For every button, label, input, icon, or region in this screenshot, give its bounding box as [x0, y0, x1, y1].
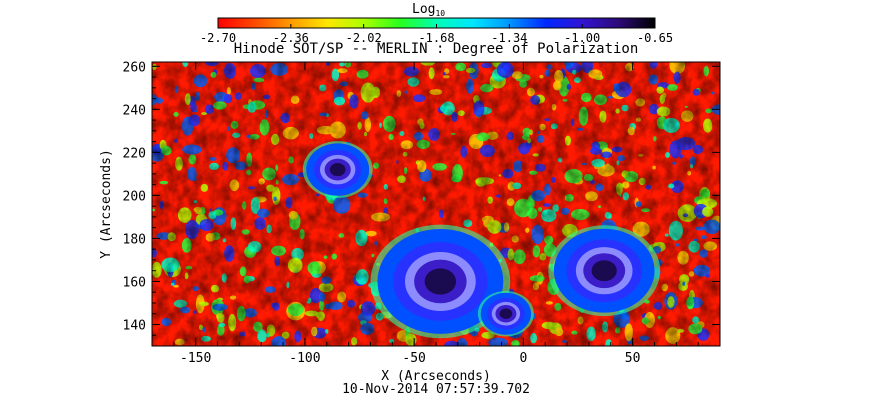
colorbar-tick-label: -1.00 [564, 31, 600, 45]
feature-ring [591, 260, 617, 282]
colorbar-tick-label: -2.36 [273, 31, 309, 45]
sunspot-west-umbra [548, 225, 661, 317]
y-tick-label: 160 [123, 275, 146, 290]
y-tick-label: 220 [123, 146, 146, 161]
feature-ring [499, 308, 513, 319]
y-tick-label: 260 [123, 60, 146, 75]
colorbar-label: Log10 [412, 2, 445, 18]
timestamp: 10-Nov-2014 07:57:39.702 [342, 382, 530, 397]
feature-ring [329, 163, 346, 177]
y-tick-label: 240 [123, 103, 146, 118]
chart-title: Hinode SOT/SP -- MERLIN : Degree of Pola… [234, 41, 639, 57]
colorbar-tick-label: -1.34 [491, 31, 527, 45]
y-axis-label: Y (Arcseconds) [99, 149, 114, 259]
y-tick-label: 140 [123, 318, 146, 333]
x-tick-label: -150 [180, 351, 211, 366]
x-tick-label: 0 [519, 351, 527, 366]
map-features [302, 141, 661, 339]
feature-ring [424, 268, 457, 295]
colorbar-tick-label: -2.02 [346, 31, 382, 45]
x-tick-label: -100 [289, 351, 320, 366]
colorbar-tick-label: -2.70 [200, 31, 236, 45]
sunspot-central-group [370, 224, 511, 339]
x-axis-ticks: -150 -100 -50 0 50 [151, 62, 721, 366]
x-tick-label: -50 [402, 351, 425, 366]
pore-north [302, 141, 373, 198]
pore-south [477, 291, 534, 337]
y-axis-ticks: 140 160 180 200 220 240 260 [123, 60, 720, 347]
colorbar-tick-label: -1.68 [418, 31, 454, 45]
y-tick-label: 180 [123, 232, 146, 247]
x-axis-label: X (Arcseconds) [381, 369, 491, 384]
x-tick-label: 50 [625, 351, 641, 366]
colorbar-tick-label: -0.65 [637, 31, 673, 45]
y-tick-label: 200 [123, 189, 146, 204]
polarization-map [152, 62, 720, 346]
colorbar-ticks: -2.70 -2.36 -2.02 -1.68 -1.34 -1.00 -0.65 [200, 24, 673, 45]
